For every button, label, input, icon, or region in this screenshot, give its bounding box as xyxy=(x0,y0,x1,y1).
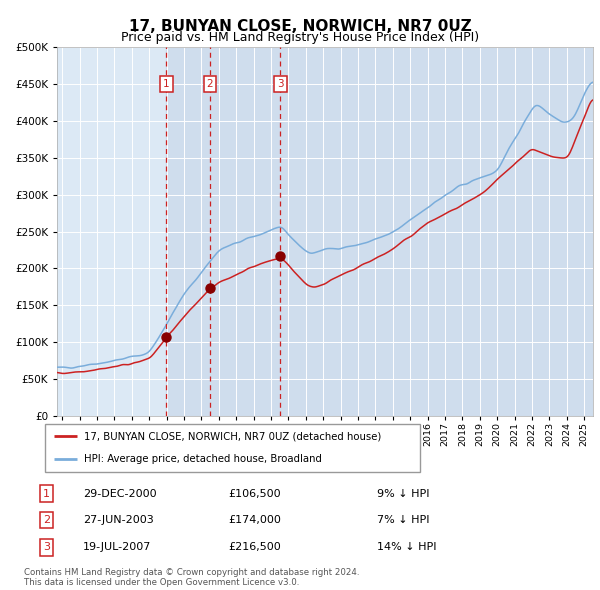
Text: £106,500: £106,500 xyxy=(229,489,281,499)
Text: 29-DEC-2000: 29-DEC-2000 xyxy=(83,489,157,499)
Text: 1: 1 xyxy=(43,489,50,499)
Text: 3: 3 xyxy=(277,79,284,89)
Text: 7% ↓ HPI: 7% ↓ HPI xyxy=(377,515,430,525)
Text: Contains HM Land Registry data © Crown copyright and database right 2024.
This d: Contains HM Land Registry data © Crown c… xyxy=(24,568,359,587)
Text: HPI: Average price, detached house, Broadland: HPI: Average price, detached house, Broa… xyxy=(85,454,322,464)
Text: 27-JUN-2003: 27-JUN-2003 xyxy=(83,515,154,525)
Text: 3: 3 xyxy=(43,542,50,552)
Bar xyxy=(166,47,593,416)
Text: 14% ↓ HPI: 14% ↓ HPI xyxy=(377,542,437,552)
Text: £174,000: £174,000 xyxy=(229,515,281,525)
Text: 2: 2 xyxy=(43,515,50,525)
Text: 1: 1 xyxy=(163,79,170,89)
Text: 17, BUNYAN CLOSE, NORWICH, NR7 0UZ: 17, BUNYAN CLOSE, NORWICH, NR7 0UZ xyxy=(128,19,472,34)
Text: 2: 2 xyxy=(206,79,213,89)
Text: Price paid vs. HM Land Registry's House Price Index (HPI): Price paid vs. HM Land Registry's House … xyxy=(121,31,479,44)
Text: 9% ↓ HPI: 9% ↓ HPI xyxy=(377,489,430,499)
Text: 17, BUNYAN CLOSE, NORWICH, NR7 0UZ (detached house): 17, BUNYAN CLOSE, NORWICH, NR7 0UZ (deta… xyxy=(85,431,382,441)
FancyBboxPatch shape xyxy=(45,424,420,472)
Text: £216,500: £216,500 xyxy=(229,542,281,552)
Text: 19-JUL-2007: 19-JUL-2007 xyxy=(83,542,151,552)
